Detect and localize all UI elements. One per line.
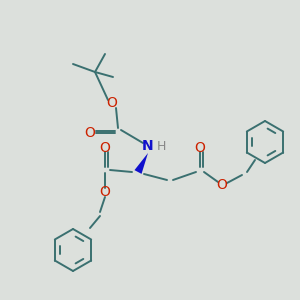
Text: O: O [195, 141, 206, 155]
Text: O: O [100, 185, 110, 199]
Text: O: O [217, 178, 227, 192]
Polygon shape [134, 153, 148, 174]
Text: O: O [106, 96, 117, 110]
Text: O: O [100, 141, 110, 155]
Text: H: H [156, 140, 166, 152]
Text: O: O [85, 126, 95, 140]
Text: N: N [142, 139, 154, 153]
